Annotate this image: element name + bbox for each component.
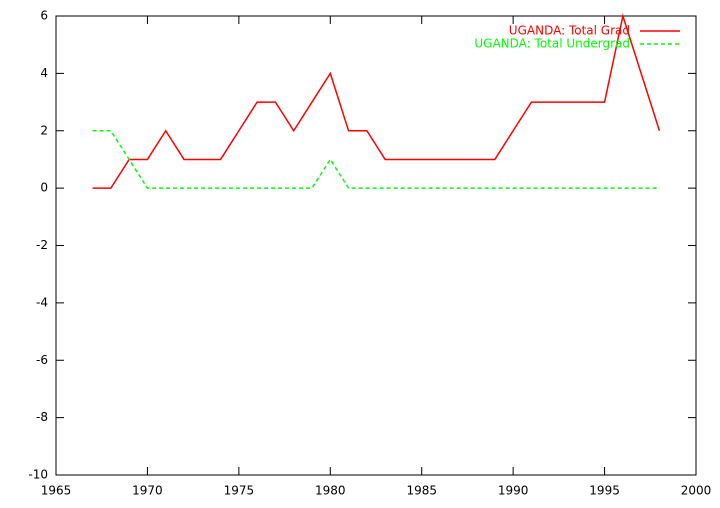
x-tick-label: 1985 <box>406 484 437 498</box>
y-tick-label: -2 <box>36 238 48 252</box>
legend-label: UGANDA: Total Grad <box>509 24 630 38</box>
y-tick-label: 4 <box>40 66 48 80</box>
x-tick-label: 1965 <box>41 484 72 498</box>
x-tick-label: 1970 <box>132 484 163 498</box>
x-tick-label: 1975 <box>224 484 255 498</box>
x-tick-label: 1995 <box>589 484 620 498</box>
series-line <box>92 13 661 189</box>
y-tick-label: -6 <box>36 353 48 367</box>
legend-label: UGANDA: Total Undergrad <box>474 37 630 51</box>
x-tick-label: 2000 <box>681 484 712 498</box>
y-tick-label: -8 <box>36 410 48 424</box>
y-tick-label: 2 <box>40 123 48 137</box>
y-tick-label: -4 <box>36 295 48 309</box>
y-tick-label: -10 <box>28 468 48 482</box>
x-tick-label: 1990 <box>498 484 529 498</box>
series-line <box>92 130 660 189</box>
x-tick-label: 1980 <box>315 484 346 498</box>
plot-frame <box>55 15 697 476</box>
y-tick-label: 0 <box>40 181 48 195</box>
y-tick-label: 6 <box>40 9 48 23</box>
